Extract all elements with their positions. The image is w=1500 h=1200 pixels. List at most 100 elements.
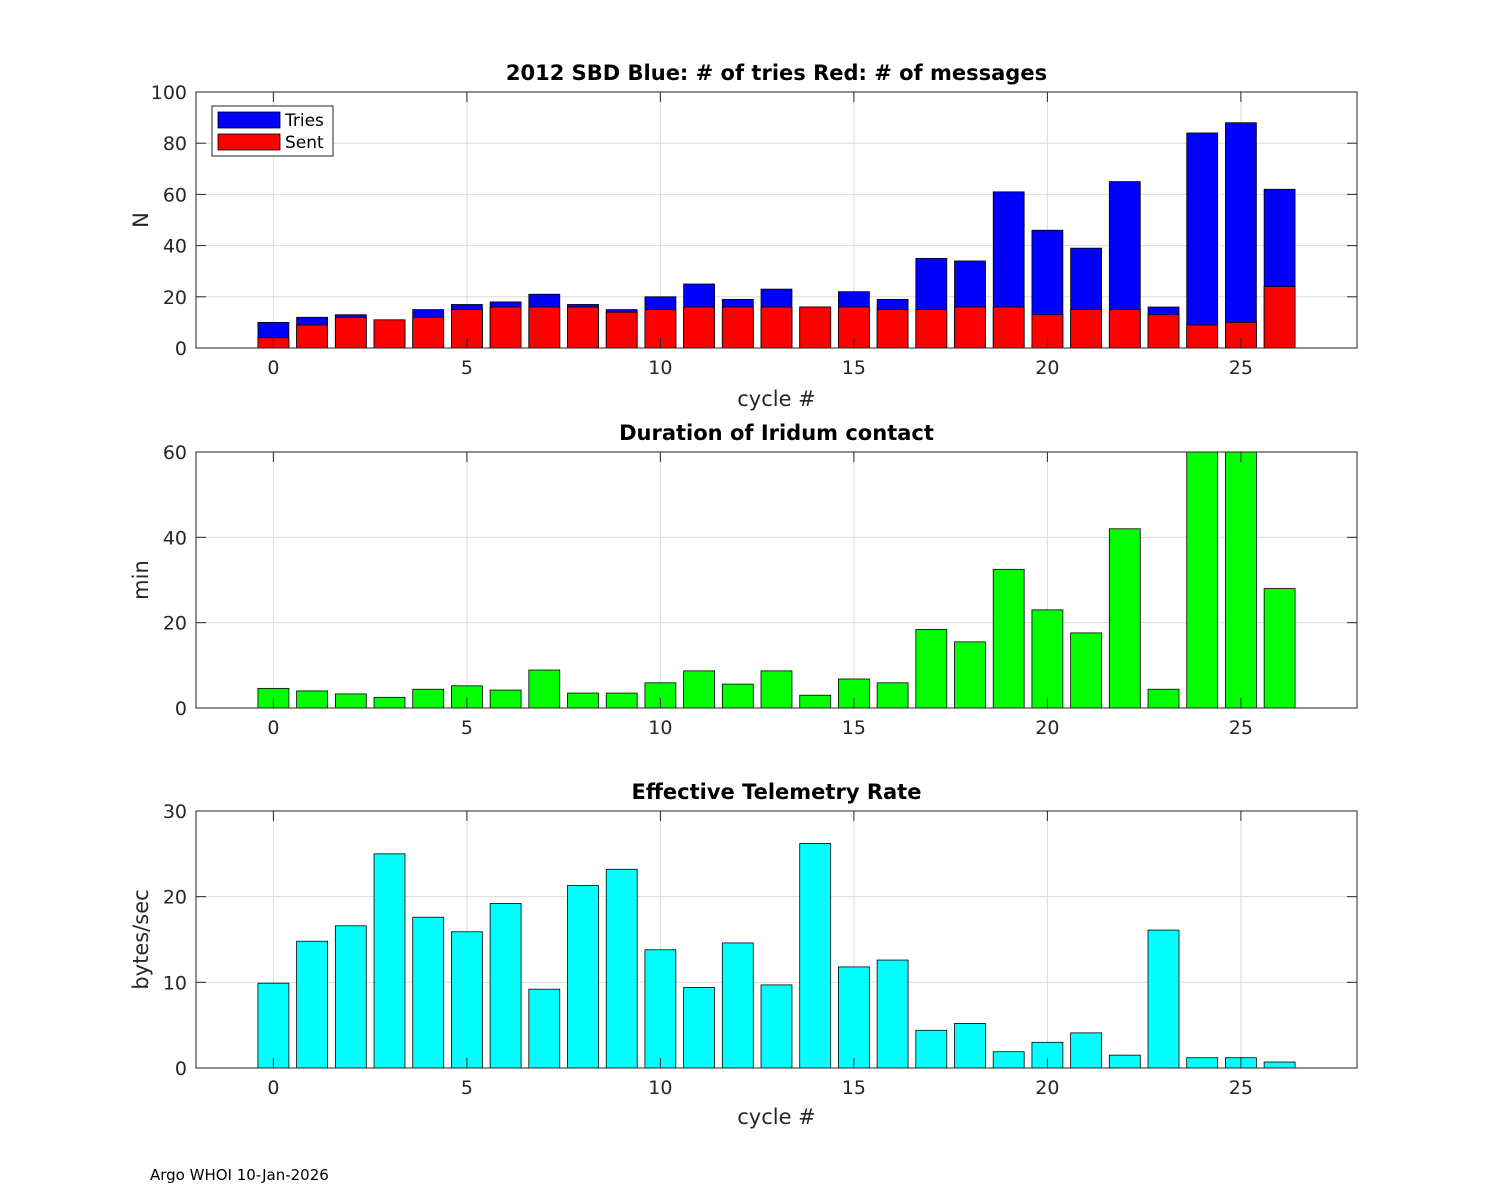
chart-panel-1: 0 5 10 15 20 25 0 20 40 60 80 100 2012 SBD Blue: # o… <box>129 61 1358 411</box>
bar-sent-16 <box>876 309 909 349</box>
bar-6 <box>489 903 522 1069</box>
bar-25 <box>1225 451 1257 709</box>
bar-1 <box>296 940 328 1069</box>
bar-sent-9 <box>605 311 638 349</box>
y-tick-label: 20 <box>163 613 187 635</box>
y-tick-label: 30 <box>163 801 187 823</box>
bar-26 <box>1263 588 1296 709</box>
x-tick-label: 20 <box>1035 1077 1059 1099</box>
x-tick-label: 15 <box>842 717 866 739</box>
y-axis-label: N <box>129 212 153 228</box>
x-tick-label: 10 <box>648 357 672 379</box>
bar-13 <box>760 670 793 709</box>
bar-17 <box>915 629 948 709</box>
bar-8 <box>567 885 599 1069</box>
y-tick-label: 80 <box>163 133 187 155</box>
bar-3 <box>373 696 406 709</box>
legend-label-sent: Sent <box>285 133 324 153</box>
y-axis-label: min <box>129 560 153 600</box>
bar-15 <box>838 966 870 1069</box>
x-tick-label: 20 <box>1035 357 1059 379</box>
bar-9 <box>605 692 638 709</box>
y-tick-label: 0 <box>175 338 187 360</box>
bar-sent-1 <box>296 324 328 349</box>
bar-19 <box>992 568 1025 709</box>
x-axis-label: cycle # <box>737 387 816 411</box>
axes-box <box>195 810 1358 1069</box>
bar-18 <box>954 641 986 709</box>
bar-sent-3 <box>373 319 406 349</box>
bar-23 <box>1147 688 1180 709</box>
x-tick-label: 10 <box>648 1077 672 1099</box>
y-tick-label: 10 <box>163 972 187 994</box>
x-tick-label: 20 <box>1035 717 1059 739</box>
y-tick-label: 0 <box>175 698 187 720</box>
chart-title: 2012 SBD Blue: # of tries Red: # of mess… <box>506 61 1047 85</box>
bar-16 <box>876 682 909 709</box>
chart-title: Duration of Iridum contact <box>619 421 934 445</box>
bar-sent-4 <box>412 316 445 349</box>
bar-sent-10 <box>644 309 677 349</box>
bar-sent-17 <box>915 309 948 349</box>
bar-sent-18 <box>954 306 986 349</box>
bar-tries-24 <box>1186 132 1219 349</box>
bar-12 <box>721 683 754 709</box>
bar-18 <box>954 1023 986 1069</box>
x-tick-label: 0 <box>267 1077 279 1099</box>
bar-sent-8 <box>567 306 599 349</box>
bar-8 <box>567 692 599 709</box>
bar-14 <box>799 843 832 1069</box>
bar-11 <box>683 670 715 709</box>
chart-panel-2: 0 5 10 15 20 25 0 20 40 60 Duration of Iridum cont… <box>129 421 1358 739</box>
bar-sent-6 <box>489 306 522 349</box>
bar-21 <box>1070 1032 1102 1069</box>
legend-label-tries: Tries <box>284 111 324 131</box>
legend-swatch-sent <box>217 133 281 151</box>
bar-14 <box>799 694 832 709</box>
x-tick-label: 5 <box>461 357 473 379</box>
bar-20 <box>1031 609 1064 709</box>
axes-box <box>195 451 1358 709</box>
y-tick-label: 60 <box>163 184 187 206</box>
y-tick-label: 20 <box>163 887 187 909</box>
chart-panel-3: 0 5 10 15 20 25 0 10 20 30 Effective Telemetry Rat… <box>129 780 1358 1129</box>
bar-21 <box>1070 632 1102 709</box>
bar-0 <box>257 982 290 1069</box>
y-axis-label: bytes/sec <box>129 889 153 989</box>
bar-sent-19 <box>992 306 1025 349</box>
x-tick-label: 10 <box>648 717 672 739</box>
bar-2 <box>334 925 367 1069</box>
bar-4 <box>412 688 445 709</box>
bar-17 <box>915 1029 948 1069</box>
bar-sent-26 <box>1263 286 1296 349</box>
x-tick-label: 0 <box>267 357 279 379</box>
bar-26 <box>1263 1061 1296 1069</box>
legend-swatch-tries <box>217 111 281 129</box>
bar-sent-2 <box>334 316 367 349</box>
bar-sent-21 <box>1070 309 1102 349</box>
x-tick-label: 15 <box>842 1077 866 1099</box>
bar-tries-25 <box>1225 122 1257 349</box>
x-tick-label: 25 <box>1229 717 1253 739</box>
bar-2 <box>334 693 367 709</box>
bar-16 <box>876 959 909 1069</box>
bar-sent-23 <box>1147 314 1180 349</box>
bar-13 <box>760 984 793 1069</box>
x-tick-label: 0 <box>267 717 279 739</box>
bar-sent-13 <box>760 306 793 349</box>
bar-sent-7 <box>528 306 561 349</box>
y-tick-label: 100 <box>151 82 187 104</box>
bar-3 <box>373 853 406 1069</box>
bar-23 <box>1147 929 1180 1069</box>
axes-box <box>195 91 1358 349</box>
bar-sent-11 <box>683 306 715 349</box>
footer-stamp: Argo WHOI 10-Jan-2026 <box>150 1166 329 1184</box>
chart-title: Effective Telemetry Rate <box>632 780 922 804</box>
bar-11 <box>683 987 715 1069</box>
x-tick-label: 5 <box>461 1077 473 1099</box>
bar-10 <box>644 949 677 1069</box>
bar-5 <box>451 931 483 1069</box>
bar-7 <box>528 988 561 1069</box>
bar-19 <box>992 1051 1025 1069</box>
